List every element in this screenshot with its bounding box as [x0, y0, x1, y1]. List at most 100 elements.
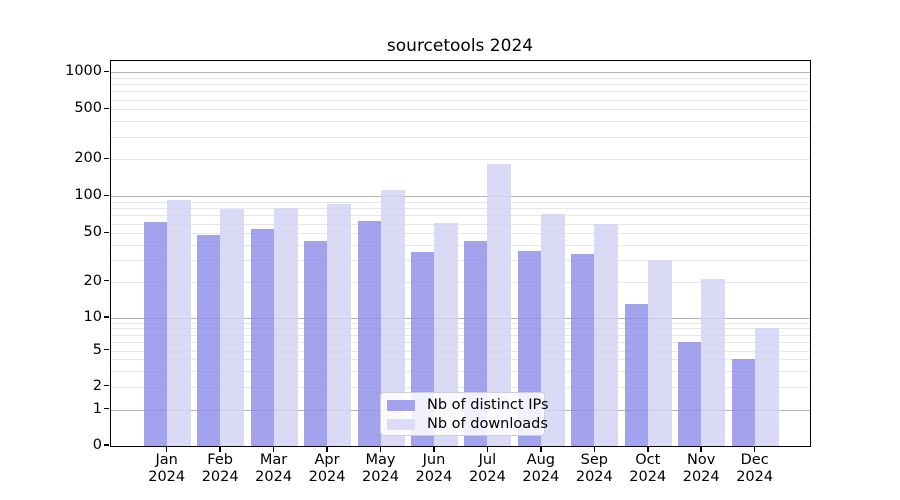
minor-gridline — [111, 77, 810, 79]
bar-downloads-oct — [647, 260, 672, 446]
x-tick-year: 2024 — [415, 469, 453, 485]
minor-gridline — [111, 159, 810, 161]
x-tick-year: 2024 — [575, 469, 613, 485]
legend-swatch-distinct-ips — [387, 400, 415, 411]
minor-gridline — [111, 281, 810, 283]
major-gridline — [111, 196, 810, 198]
x-tick-month: Aug — [526, 452, 555, 468]
x-axis-tick-label: Apr 2024 — [297, 452, 357, 486]
minor-gridline — [111, 350, 810, 352]
bar-distinct-ips-jan — [143, 221, 167, 446]
minor-gridline — [111, 208, 810, 210]
bar-distinct-ips-mar — [250, 229, 274, 446]
major-gridline — [111, 318, 810, 319]
y-tick-mark — [104, 194, 109, 197]
bar-distinct-ips-sep — [571, 253, 595, 446]
y-tick-mark — [104, 384, 109, 387]
minor-gridline — [111, 91, 810, 93]
bar-distinct-ips-dec — [731, 359, 755, 446]
y-axis-tick-label: 2 — [92, 377, 102, 394]
x-axis-tick-label: Oct 2024 — [618, 452, 678, 486]
y-axis-tick-label: 500 — [74, 100, 102, 117]
y-axis-tick-label: 1 — [92, 400, 102, 417]
plot-area — [110, 60, 811, 447]
y-tick-mark — [104, 70, 109, 73]
x-tick-month: Jan — [155, 452, 178, 468]
x-tick-mark — [219, 447, 221, 452]
minor-gridline — [111, 370, 810, 372]
y-axis-tick-label: 5 — [92, 341, 102, 358]
minor-gridline — [111, 328, 810, 330]
minor-gridline — [111, 215, 810, 217]
legend-item-distinct-ips: Nb of distinct IPs — [387, 397, 549, 413]
minor-gridline — [111, 121, 810, 123]
x-tick-year: 2024 — [629, 469, 667, 485]
bar-downloads-sep — [594, 223, 619, 446]
minor-gridline — [111, 341, 810, 343]
y-axis-tick-label: 50 — [83, 224, 102, 241]
x-tick-mark — [540, 447, 542, 452]
minor-gridline — [111, 201, 810, 203]
minor-gridline — [111, 223, 810, 225]
y-tick-mark — [104, 407, 109, 410]
x-axis-tick-label: Jun 2024 — [404, 452, 464, 486]
x-tick-year: 2024 — [468, 469, 506, 485]
y-axis-tick-label: 10 — [83, 309, 102, 325]
minor-gridline — [111, 386, 810, 388]
y-axis-tick-label: 20 — [83, 272, 102, 289]
x-tick-month: Feb — [207, 452, 233, 468]
y-tick-mark — [104, 231, 109, 234]
bar-downloads-dec — [754, 328, 779, 446]
y-tick-mark — [104, 107, 109, 110]
chart-title: sourcetools 2024 — [386, 36, 534, 56]
bar-downloads-mar — [273, 207, 298, 446]
x-tick-mark — [593, 447, 596, 452]
y-tick-mark — [104, 316, 109, 318]
x-axis-tick-label: Jan 2024 — [137, 452, 197, 486]
x-tick-month: Nov — [687, 452, 716, 468]
x-tick-year: 2024 — [255, 469, 293, 485]
bar-distinct-ips-apr — [304, 241, 328, 446]
bar-distinct-ips-oct — [624, 304, 648, 446]
x-tick-month: Sep — [580, 452, 608, 468]
x-tick-month: Mar — [259, 452, 288, 468]
x-tick-year: 2024 — [736, 469, 774, 485]
x-tick-month: May — [365, 452, 396, 468]
x-tick-mark — [272, 447, 275, 452]
x-axis-tick-label: May 2024 — [351, 452, 411, 486]
major-gridline — [111, 72, 810, 74]
x-tick-month: Oct — [635, 452, 661, 468]
x-tick-year: 2024 — [148, 469, 186, 485]
minor-gridline — [111, 233, 810, 235]
bar-distinct-ips-may — [357, 220, 381, 446]
y-axis-tick-label: 0 — [92, 437, 102, 453]
x-tick-mark — [379, 447, 382, 452]
x-tick-year: 2024 — [362, 469, 399, 485]
legend-label: Nb of downloads — [427, 416, 548, 432]
minor-gridline — [111, 322, 810, 324]
bar-downloads-nov — [701, 278, 726, 446]
x-axis-tick-label: Jul 2024 — [457, 452, 517, 486]
y-axis-tick-label: 1000 — [65, 63, 102, 80]
x-tick-month: Jun — [422, 452, 446, 468]
y-tick-mark — [104, 348, 109, 351]
minor-gridline — [111, 137, 810, 139]
x-tick-mark — [486, 447, 489, 452]
x-tick-mark — [700, 447, 702, 452]
x-axis-tick-label: Mar 2024 — [244, 452, 304, 486]
x-tick-mark — [753, 447, 756, 452]
x-tick-year: 2024 — [522, 469, 560, 485]
bar-downloads-apr — [327, 204, 352, 446]
legend-label: Nb of distinct IPs — [427, 397, 549, 413]
legend: Nb of distinct IPs Nb of downloads — [380, 392, 549, 436]
x-tick-mark — [647, 447, 649, 452]
y-tick-mark — [104, 444, 109, 446]
minor-gridline — [111, 84, 810, 86]
x-tick-year: 2024 — [308, 469, 346, 485]
minor-gridline — [111, 99, 810, 101]
x-tick-month: Apr — [314, 452, 340, 468]
minor-gridline — [111, 359, 810, 361]
x-axis-tick-label: Dec 2024 — [725, 452, 785, 486]
y-tick-mark — [104, 157, 109, 160]
